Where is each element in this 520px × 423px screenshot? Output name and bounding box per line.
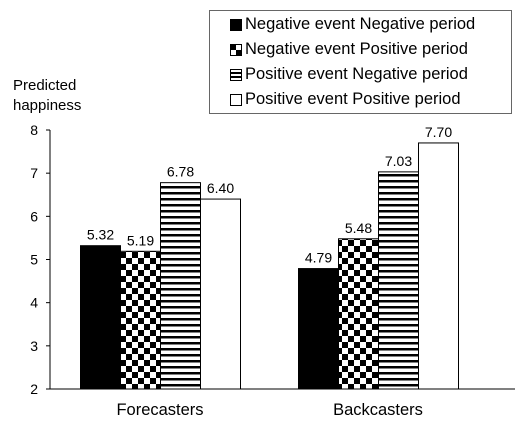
legend-swatch-stripes [230,68,242,81]
bar-value-label: 7.03 [385,153,412,169]
legend: Negative event Negative period Negative … [209,10,512,114]
bar-value-label: 5.32 [87,227,114,243]
legend-label: Positive event Positive period [245,90,461,108]
legend-item-neg-pos: Negative event Positive period [210,37,511,62]
y-axis-title-line-1: Predicted [13,77,77,94]
bar [200,198,241,390]
legend-label: Negative event Negative period [245,15,476,33]
bar-value-label: 5.48 [345,220,372,236]
y-tick-label: 7 [30,165,38,181]
bar [298,268,339,390]
x-category-label: Forecasters [116,401,203,419]
bars-group [80,142,459,390]
bar-value-label: 6.78 [167,164,194,180]
y-tick-label: 8 [30,122,38,138]
legend-item-neg-neg: Negative event Negative period [210,12,511,37]
legend-label: Negative event Positive period [245,40,468,58]
legend-swatch-solid-white [230,93,242,106]
bar-value-label: 7.70 [425,124,452,140]
x-category-label: Backcasters [333,401,423,419]
bar [160,182,201,390]
legend-label: Positive event Negative period [245,65,468,83]
legend-swatch-solid-black [230,18,242,31]
y-tick-label: 2 [30,381,38,397]
bar [120,250,161,390]
legend-item-pos-pos: Positive event Positive period [210,87,511,112]
bar [338,238,379,390]
bar-value-label: 4.79 [305,250,332,266]
bar-value-label: 6.40 [207,180,234,196]
bar [378,171,419,390]
y-tick-label: 3 [30,338,38,354]
y-tick-label: 4 [30,295,38,311]
bar [418,142,459,390]
labels-group: 5.32 5.19 6.78 6.40 Forecasters 4.79 5.48 7.03 7… [87,124,452,419]
y-tick-label: 5 [30,252,38,268]
y-tick-label: 6 [30,208,38,224]
legend-swatch-checker [230,43,242,56]
legend-item-pos-neg: Positive event Negative period [210,62,511,87]
bar [80,245,121,390]
y-axis-title: Predicted happiness [13,76,81,116]
y-axis-title-line-2: happiness [13,97,82,114]
bar-value-label: 5.19 [127,232,154,248]
